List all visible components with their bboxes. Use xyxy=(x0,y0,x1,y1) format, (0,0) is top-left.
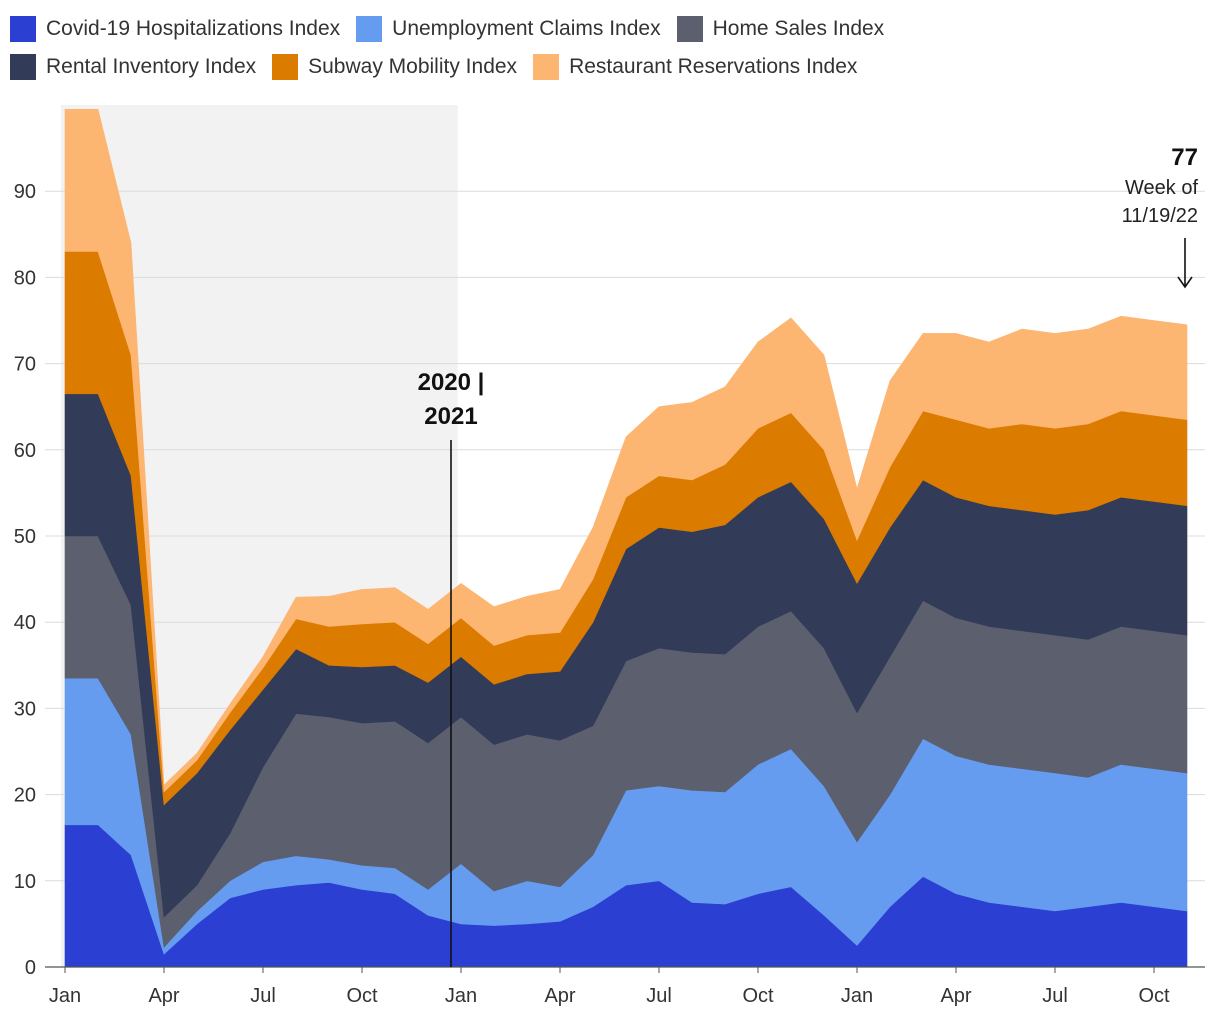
x-tick-label: Jan xyxy=(841,985,873,1007)
y-tick-label: 60 xyxy=(14,440,36,462)
legend-item-subway-mobility: Subway Mobility Index xyxy=(272,54,517,80)
latest-value-label: 77 xyxy=(1171,144,1198,171)
x-tick-label: Jul xyxy=(646,985,672,1007)
y-tick-label: 90 xyxy=(14,181,36,203)
x-tick-label: Apr xyxy=(544,985,575,1007)
x-tick-label: Jan xyxy=(445,985,477,1007)
x-tick-label: Jan xyxy=(49,985,81,1007)
legend-swatch-rental-inventory xyxy=(10,54,36,80)
y-tick-label: 10 xyxy=(14,871,36,893)
legend-swatch-home-sales xyxy=(676,16,703,42)
area-series-restaurant-reservations-index xyxy=(64,109,1188,793)
y-tick-label: 20 xyxy=(14,785,36,807)
chart-legend: Covid-19 Hospitalizations Index Unemploy… xyxy=(10,10,1010,86)
x-tick-label: Jul xyxy=(1042,985,1068,1007)
x-tick-label: Oct xyxy=(742,985,774,1007)
year-divider-label-top: 2020 | xyxy=(418,369,485,396)
latest-date-label: 11/19/22 xyxy=(1122,205,1198,227)
legend-label: Rental Inventory Index xyxy=(46,55,257,78)
y-tick-label: 70 xyxy=(14,354,36,376)
area-layer xyxy=(64,109,1188,968)
legend-label: Subway Mobility Index xyxy=(308,55,518,78)
x-tick-label: Jul xyxy=(250,985,276,1007)
annotation-layer: 2020 | 2021 77 Week of 11/19/22 xyxy=(418,144,1198,967)
latest-week-label: Week of xyxy=(1125,177,1198,199)
latest-arrow-head xyxy=(1177,276,1193,289)
x-tick-label: Apr xyxy=(148,985,179,1007)
y-tick-label: 50 xyxy=(14,526,36,548)
legend-item-home-sales: Home Sales Index xyxy=(676,16,885,42)
legend-swatch-unemployment-claims xyxy=(356,16,383,42)
y-tick-label: 0 xyxy=(25,957,36,979)
x-tick-label: Oct xyxy=(1138,985,1170,1007)
year-divider-label-bottom: 2021 xyxy=(424,403,477,430)
legend-swatch-restaurant-reservations xyxy=(533,54,560,80)
x-tick-label: Apr xyxy=(940,985,971,1007)
y-tick-label: 40 xyxy=(14,612,36,634)
legend-swatch-subway-mobility xyxy=(272,54,299,80)
legend-item-restaurant-reservations: Restaurant Reservations Index xyxy=(533,54,857,80)
y-tick-label: 80 xyxy=(14,267,36,289)
legend-label: Covid-19 Hospitalizations Index xyxy=(46,17,341,40)
y-tick-label: 30 xyxy=(14,698,36,720)
legend-label: Unemployment Claims Index xyxy=(392,17,661,40)
legend-row: Rental Inventory Index Subway Mobility I… xyxy=(10,48,1010,86)
legend-item-unemployment-claims: Unemployment Claims Index xyxy=(356,16,661,42)
legend-item-covid-hospitalizations: Covid-19 Hospitalizations Index xyxy=(10,16,340,42)
legend-row: Covid-19 Hospitalizations Index Unemploy… xyxy=(10,10,1010,48)
legend-label: Home Sales Index xyxy=(712,17,885,40)
x-tick-label: Oct xyxy=(346,985,378,1007)
legend-label: Restaurant Reservations Index xyxy=(569,55,858,78)
legend-swatch-covid-hospitalizations xyxy=(10,16,36,42)
axis-layer: 0 10 20 30 40 50 60 70 80 90 Jan Apr Jul Oct Jan Apr Jul… xyxy=(14,181,1205,1007)
legend-item-rental-inventory: Rental Inventory Index xyxy=(10,54,256,80)
